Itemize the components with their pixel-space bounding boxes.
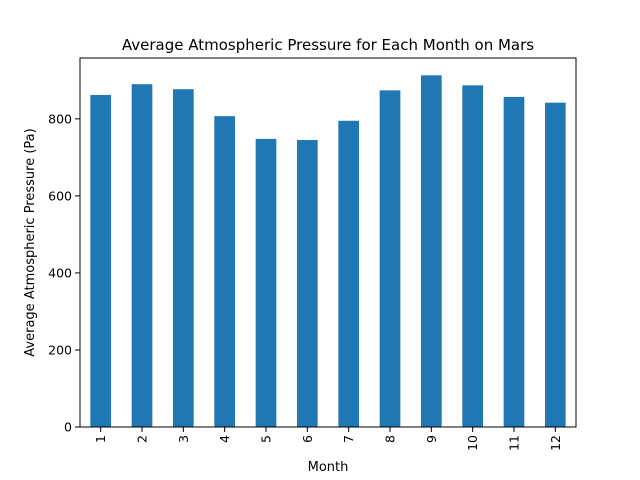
- x-axis-label: Month: [308, 460, 349, 475]
- x-tick-label: 1: [93, 435, 108, 443]
- chart-title: Average Atmospheric Pressure for Each Mo…: [122, 36, 534, 54]
- plot-frame: [79, 57, 577, 428]
- y-tick-label: 600: [48, 188, 72, 203]
- bar-month-2: [131, 84, 153, 427]
- x-tick-label: 10: [465, 435, 480, 451]
- bar-month-6: [297, 140, 318, 428]
- bar-month-12: [545, 102, 566, 427]
- bar-month-3: [173, 89, 194, 427]
- x-tick-label: 4: [217, 435, 232, 443]
- bar-month-5: [255, 138, 277, 427]
- bar-month-1: [90, 94, 111, 427]
- bar-month-7: [338, 120, 359, 427]
- bar-month-9: [421, 75, 442, 428]
- x-tick-label: 2: [135, 435, 150, 443]
- y-tick-label: 800: [48, 111, 72, 126]
- x-tick-label: 3: [176, 435, 191, 443]
- y-tick-label: 200: [48, 342, 72, 357]
- bar-month-10: [462, 85, 483, 428]
- x-tick-label: 5: [259, 435, 274, 443]
- x-tick-label: 6: [300, 435, 315, 443]
- x-tick-label: 8: [383, 435, 398, 443]
- bars-group: [90, 75, 566, 428]
- bar-month-11: [503, 96, 525, 427]
- y-axis-label: Average Atmospheric Pressure (Pa): [23, 128, 38, 356]
- x-tick-label: 9: [424, 435, 439, 443]
- x-tick-label: 11: [507, 435, 522, 451]
- x-tick-label: 7: [341, 435, 356, 443]
- x-tick-label: 12: [548, 435, 563, 451]
- bar-month-4: [214, 116, 235, 427]
- bar-month-8: [379, 90, 401, 427]
- y-tick-label: 400: [48, 265, 72, 280]
- x-axis-ticks: 1 2 3 4 5 6 7 8 9 10 11 12: [93, 427, 563, 451]
- y-axis-ticks: 0 200 400 600 800: [48, 111, 80, 435]
- y-tick-label: 0: [64, 420, 72, 435]
